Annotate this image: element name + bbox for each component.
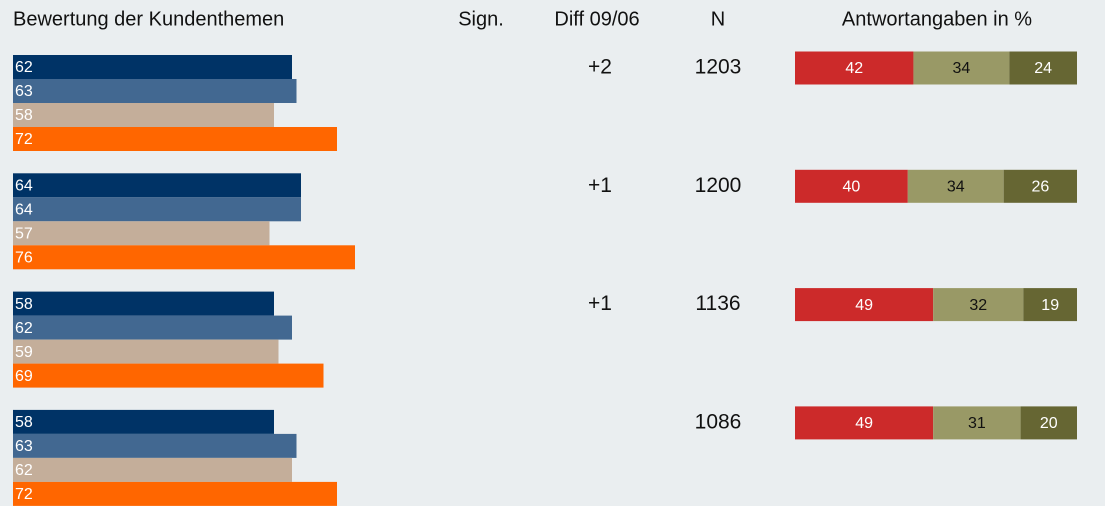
- answer-label: 20: [1040, 415, 1058, 432]
- diff: +1: [588, 174, 612, 197]
- bar-label: 76: [15, 250, 33, 267]
- answer-segment: [1023, 288, 1077, 322]
- bar: [13, 127, 337, 151]
- n-value: 1203: [695, 56, 742, 79]
- bar-label: 62: [15, 59, 33, 76]
- bar-label: 57: [15, 226, 33, 243]
- bar-label: 69: [15, 368, 33, 385]
- header-answers: Antwortangaben in %: [842, 8, 1032, 30]
- answer-segment: [907, 169, 1004, 203]
- bar: [13, 173, 301, 198]
- answer-label: 42: [845, 60, 863, 77]
- bar-label: 58: [15, 296, 33, 313]
- bar-label: 59: [15, 344, 33, 361]
- answer-label: 19: [1041, 297, 1059, 314]
- bar: [13, 433, 297, 458]
- answer-segment: [1020, 406, 1077, 440]
- answer-label: 24: [1034, 60, 1052, 77]
- answer-label: 40: [843, 179, 861, 196]
- answer-segment: [933, 406, 1021, 440]
- bar: [13, 245, 355, 270]
- bar: [13, 79, 297, 103]
- answer-label: 49: [855, 415, 873, 432]
- bar: [13, 291, 274, 316]
- answer-segment: [1003, 169, 1077, 203]
- bar: [13, 363, 324, 388]
- n-value: 1086: [695, 410, 742, 433]
- bar-label: 64: [15, 178, 33, 195]
- header-n: N: [711, 8, 725, 30]
- answer-segment: [795, 51, 914, 85]
- answer-segment: [1009, 51, 1077, 85]
- answer-label: 31: [968, 415, 986, 432]
- bar: [13, 55, 292, 79]
- bar: [13, 339, 279, 364]
- n-value: 1200: [695, 174, 742, 197]
- answer-label: 34: [952, 60, 970, 77]
- bar: [13, 221, 270, 246]
- answer-segment: [795, 288, 934, 322]
- bar-label: 72: [15, 131, 33, 148]
- header-diff: Diff 09/06: [554, 8, 639, 30]
- bar-label: 58: [15, 107, 33, 124]
- bar-label: 72: [15, 486, 33, 503]
- bar-label: 63: [15, 438, 33, 455]
- bar: [13, 197, 301, 222]
- bar: [13, 103, 274, 127]
- bar-label: 62: [15, 320, 33, 337]
- diff: +1: [588, 292, 612, 315]
- answer-segment: [913, 51, 1010, 85]
- bar: [13, 409, 274, 434]
- answer-label: 49: [855, 297, 873, 314]
- answer-label: 34: [947, 179, 965, 196]
- bar-label: 58: [15, 414, 33, 431]
- answer-segment: [795, 169, 908, 203]
- answer-label: 32: [969, 297, 987, 314]
- bar-label: 63: [15, 83, 33, 100]
- answer-label: 26: [1031, 179, 1049, 196]
- answer-segment: [933, 288, 1024, 322]
- answer-segment: [795, 406, 934, 440]
- bar: [13, 315, 292, 340]
- bar-label: 62: [15, 462, 33, 479]
- bar-label: 64: [15, 202, 33, 219]
- diff: +2: [588, 56, 612, 79]
- header-sign: Sign.: [458, 8, 504, 30]
- header-title: Bewertung der Kundenthemen: [13, 8, 284, 30]
- n-value: 1136: [695, 292, 740, 315]
- bar: [13, 481, 337, 506]
- bar: [13, 457, 292, 482]
